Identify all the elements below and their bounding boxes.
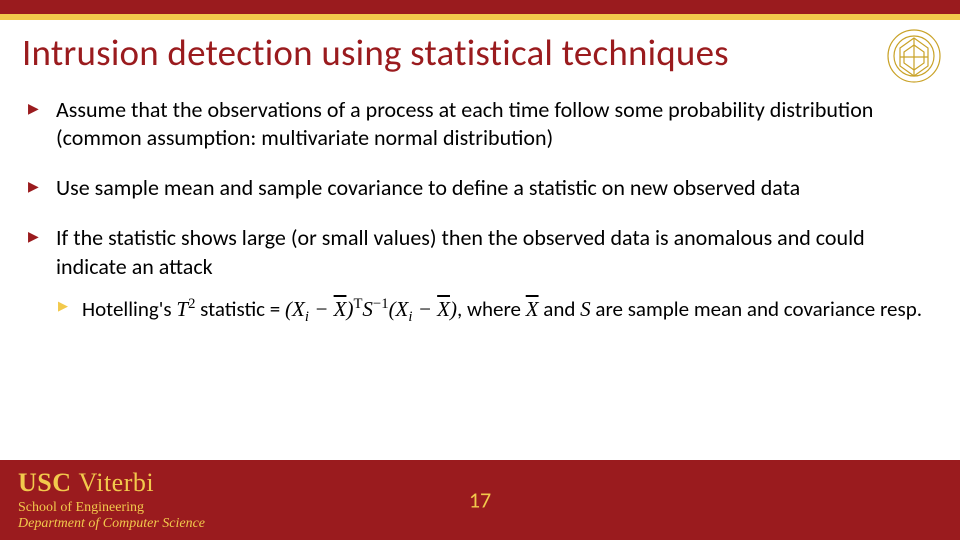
bullet-item: If the statistic shows large (or small v…	[28, 224, 932, 327]
footer: USC Viterbi School of Engineering Depart…	[0, 460, 960, 540]
page-number: 17	[469, 487, 491, 514]
slide-title: Intrusion detection using statistical te…	[22, 30, 729, 75]
footer-brand-block: USC Viterbi School of Engineering Depart…	[18, 468, 205, 532]
sub-bullet-list: Hotelling's T2 statistic = (Xi − X)TS−1(…	[56, 295, 932, 328]
bullet-item: Use sample mean and sample covariance to…	[28, 174, 932, 202]
footer-brand: USC Viterbi	[18, 468, 205, 498]
math-s: S	[580, 297, 591, 321]
slide: Intrusion detection using statistical te…	[0, 0, 960, 540]
sub-bullet-item: Hotelling's T2 statistic = (Xi − X)TS−1(…	[56, 295, 932, 328]
footer-line2: Department of Computer Science	[18, 516, 205, 532]
usc-seal-icon	[886, 28, 942, 84]
brand-usc: USC	[18, 468, 72, 497]
accent-bar	[0, 14, 960, 20]
math-formula: (Xi − X)TS−1(Xi − X)	[285, 297, 457, 321]
math-hotelling: T2	[176, 297, 195, 321]
footer-line1: School of Engineering	[18, 500, 205, 516]
sub-bullet-where: , where	[457, 296, 526, 322]
bullet-item: Assume that the observations of a proces…	[28, 96, 932, 152]
bullet-text: If the statistic shows large (or small v…	[56, 224, 865, 279]
brand-viterbi: Viterbi	[79, 468, 155, 497]
top-bar	[0, 0, 960, 14]
bullet-list: Assume that the observations of a proces…	[28, 96, 932, 327]
math-xbar: X	[526, 297, 539, 321]
sub-bullet-eq: statistic =	[200, 296, 285, 322]
sub-bullet-tail-end: are sample mean and covariance resp.	[591, 296, 922, 322]
sub-bullet-and: and	[539, 296, 581, 322]
content-area: Assume that the observations of a proces…	[28, 96, 932, 349]
sub-bullet-prefix: Hotelling's	[82, 296, 176, 322]
